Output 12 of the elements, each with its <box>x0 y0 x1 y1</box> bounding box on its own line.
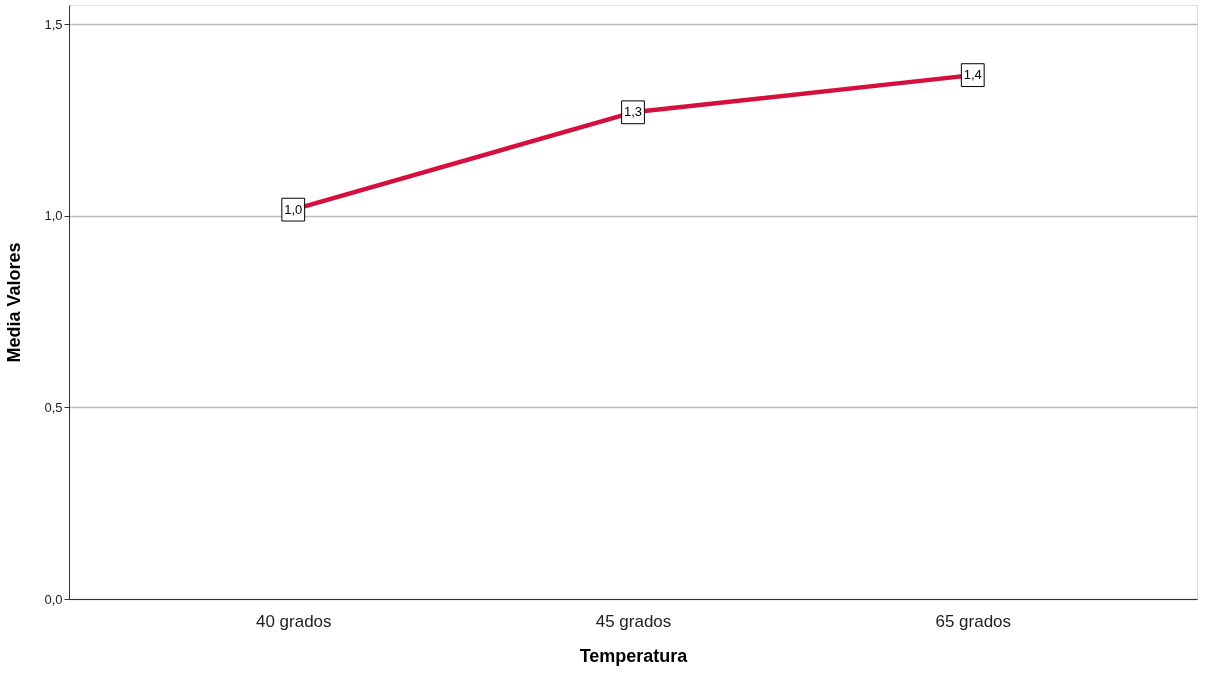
y-tick-label: 1,0 <box>44 208 63 224</box>
y-tick-label: 0,5 <box>44 399 63 415</box>
x-tick-label: 65 grados <box>935 611 1012 631</box>
data-label: 1,3 <box>623 104 643 120</box>
y-tick-label: 0,0 <box>44 591 63 607</box>
data-label: 1,0 <box>284 201 303 217</box>
y-axis-title: Media Valores <box>4 242 25 363</box>
x-axis-title: Temperatura <box>579 645 689 666</box>
x-tick-label: 45 grados <box>595 611 672 631</box>
y-tick-label: 1,5 <box>44 16 63 32</box>
x-tick-label: 40 grados <box>255 611 332 631</box>
data-label: 1,4 <box>963 67 982 83</box>
